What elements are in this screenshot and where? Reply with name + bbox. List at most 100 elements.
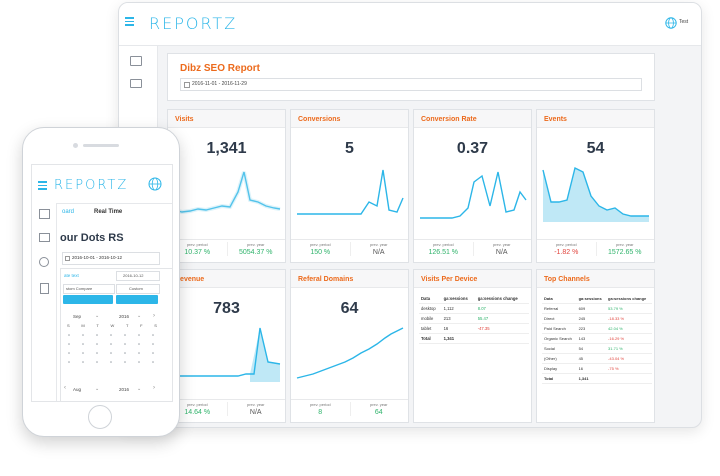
user-menu[interactable]: Test (679, 19, 689, 25)
app-logo: REPORTZ (149, 14, 238, 33)
table-cell (606, 373, 652, 384)
chevron-down-icon: ⌄ (137, 313, 142, 319)
card-title: Referal Domains (298, 276, 354, 283)
phone-screen: REPORTZ oard Real Time our Dots RS 2016-… (31, 164, 173, 402)
prev-year-label: prev. year (247, 402, 265, 407)
prev-year-value: N/A (495, 249, 508, 256)
custom-compare-option[interactable]: stom Compare (63, 284, 115, 294)
table-cell: -47.35 (475, 323, 529, 334)
card-title: Events (544, 116, 567, 123)
table-cell: 45 (576, 353, 607, 364)
next-month-arrow[interactable]: › (153, 385, 155, 391)
tab-dashboard[interactable]: oard (62, 209, 75, 215)
table-cell: 53.79 % (606, 303, 652, 314)
year-select[interactable]: 2016 (119, 387, 130, 392)
date-picker: ate text 2016-10-12 stom Compare Custom … (60, 268, 172, 401)
card-title: Visits Per Device (421, 276, 478, 283)
compare-date-field[interactable]: 2016-10-12 (116, 271, 160, 281)
table-cell: 1,341 (441, 333, 476, 344)
card-value: 54 (586, 140, 605, 157)
layers-icon[interactable] (130, 56, 142, 66)
table-cell: 31.71 % (606, 343, 652, 354)
date-range-field[interactable]: 2016-10-01 - 2016-10-12 (62, 252, 160, 265)
card-top-channels: Top Channels Data ga:sessions ga:session… (536, 269, 655, 423)
prev-year-label: prev. year (370, 242, 388, 247)
table-cell: 42.04 % (606, 323, 652, 334)
prev-period-label: prev. period (309, 402, 331, 407)
document-icon[interactable] (40, 283, 49, 294)
prev-year-value: 5054.37 % (239, 249, 273, 256)
table-cell: -16.29 % (606, 333, 652, 344)
table-cell: Total (542, 373, 577, 384)
prev-period-label: prev. period (309, 242, 331, 247)
month-select[interactable]: Sep (73, 314, 82, 319)
card-value: 0.37 (456, 140, 489, 157)
table-row: Social 54 31.71 % (542, 343, 652, 354)
prev-period-label: prev. period (432, 242, 454, 247)
column-header: ga:sessions change (475, 294, 529, 304)
chevron-down-icon: ⌄ (137, 386, 142, 392)
compare-label: ate text (64, 273, 79, 278)
weekday-row: S M T W T F S (67, 323, 157, 328)
prev-period-label: prev. period (186, 242, 208, 247)
set-button[interactable]: SET (116, 295, 158, 309)
settings-icon[interactable] (39, 257, 49, 267)
cancel-button[interactable]: CANCEL (63, 295, 113, 309)
table-cell: 16 (441, 323, 476, 334)
globe-icon[interactable] (665, 16, 677, 29)
table-cell: (Other) (542, 353, 577, 364)
chevron-down-icon: ⌄ (95, 386, 100, 392)
tab-realtime[interactable]: Real Time (94, 209, 123, 215)
channels-table: Data ga:sessions ga:sessions change Refe… (542, 294, 652, 384)
next-month-arrow[interactable]: › (153, 313, 155, 319)
date-range-value: 2016-10-01 - 2016-10-12 (72, 255, 123, 260)
card-value: 1,341 (206, 140, 247, 157)
weekday: W (110, 323, 115, 328)
weekday: T (126, 323, 129, 328)
prev-year-label: prev. year (247, 242, 265, 247)
visits-sparkline (173, 171, 281, 215)
table-cell: 245 (576, 313, 607, 324)
weekday: S (154, 323, 157, 328)
globe-icon[interactable] (148, 177, 162, 191)
custom-option[interactable]: Custom (116, 284, 160, 294)
table-cell: 54 (576, 343, 607, 354)
prev-year-value: N/A (372, 249, 385, 256)
layers-icon[interactable] (39, 209, 50, 219)
custom-label: Custom (129, 286, 143, 291)
calendar-dots (68, 334, 154, 363)
card-revenue: Revenue 783 prev. period 14.64 % prev. y… (167, 269, 286, 423)
card-footer: prev. period 150 % prev. year N/A (291, 239, 408, 262)
weekday: S (67, 323, 70, 328)
date-range-field[interactable]: 2016-11-01 - 2016-11-29 (180, 78, 642, 91)
home-button[interactable] (88, 405, 112, 429)
table-row: Total 1,341 (542, 373, 652, 384)
prev-month-arrow[interactable]: ‹ (64, 385, 66, 391)
folder-icon[interactable] (39, 233, 50, 242)
date-range-value: 2016-11-01 - 2016-11-29 (192, 81, 247, 87)
table-cell: 223 (576, 323, 607, 334)
table-cell: desktop (419, 303, 442, 314)
menu-icon[interactable] (38, 181, 47, 190)
table-row: Paid Search 223 42.04 % (542, 323, 652, 334)
folder-icon[interactable] (130, 79, 142, 88)
year-select[interactable]: 2016 (119, 314, 130, 319)
table-cell: 16 (576, 363, 607, 374)
table-row: Display 16 -75 % (542, 363, 652, 374)
card-title: Visits (175, 116, 194, 123)
phone-camera (73, 143, 78, 148)
report-header: Dibz SEO Report 2016-11-01 - 2016-11-29 (167, 53, 655, 101)
prev-period-label: prev. period (555, 242, 577, 247)
month-select[interactable]: Aug (73, 387, 82, 392)
table-header: Data ga:sessions ga:sessions change (542, 294, 652, 304)
calendar-grid[interactable] (67, 331, 157, 371)
menu-icon[interactable] (125, 17, 134, 26)
prev-year-label: prev. year (370, 402, 388, 407)
report-title: Dibz SEO Report (180, 63, 261, 74)
prev-year-label: prev. year (616, 242, 634, 247)
card-title: Top Channels (544, 276, 590, 283)
table-cell: -43.04 % (606, 353, 652, 364)
prev-period-value: 150 % (310, 249, 331, 256)
prev-period-value: 126.51 % (428, 249, 459, 256)
table-cell: tablet (419, 323, 442, 334)
